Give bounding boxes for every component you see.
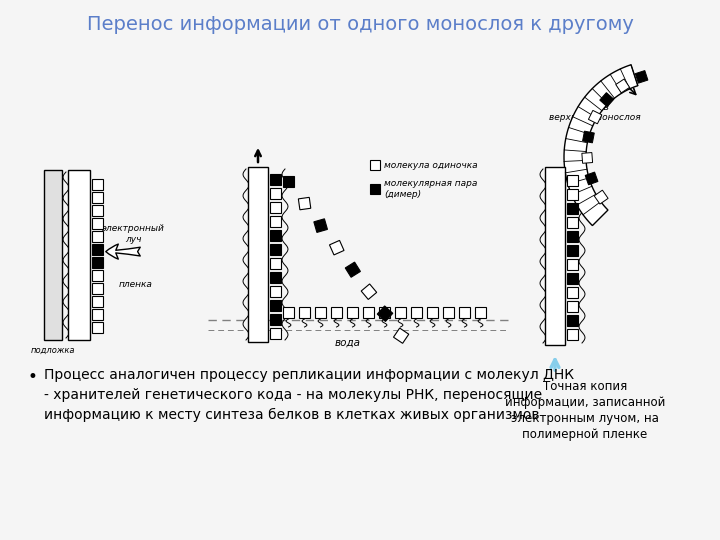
- Bar: [361, 284, 377, 300]
- Bar: [92, 192, 103, 203]
- Bar: [92, 179, 103, 190]
- Text: •: •: [28, 368, 38, 386]
- Bar: [582, 131, 594, 143]
- Polygon shape: [564, 65, 638, 226]
- Bar: [567, 301, 578, 312]
- Bar: [346, 262, 361, 277]
- Bar: [270, 314, 281, 325]
- Bar: [567, 245, 578, 256]
- Bar: [567, 273, 578, 284]
- Bar: [330, 240, 344, 255]
- Bar: [270, 173, 281, 185]
- Bar: [567, 203, 578, 214]
- Bar: [248, 167, 268, 342]
- Bar: [270, 258, 281, 268]
- Bar: [270, 327, 281, 339]
- Text: отрыв
верхнего монослоя: отрыв верхнего монослоя: [549, 103, 641, 122]
- Bar: [363, 307, 374, 318]
- Bar: [370, 184, 380, 194]
- Text: Точная копия
информации, записанной
электронным лучом, на
полимерной пленке: Точная копия информации, записанной элек…: [505, 380, 665, 441]
- Bar: [314, 219, 328, 232]
- Bar: [394, 328, 409, 343]
- Bar: [283, 176, 294, 187]
- Bar: [92, 270, 103, 281]
- Bar: [331, 307, 342, 318]
- Bar: [567, 231, 578, 242]
- Bar: [582, 153, 593, 163]
- Bar: [270, 272, 281, 282]
- Bar: [92, 296, 103, 307]
- Bar: [299, 307, 310, 318]
- Bar: [270, 230, 281, 240]
- Bar: [92, 257, 103, 268]
- Bar: [92, 309, 103, 320]
- Bar: [567, 315, 578, 326]
- Bar: [635, 71, 648, 83]
- Text: подложка: подложка: [31, 346, 76, 355]
- Bar: [379, 307, 390, 318]
- Bar: [567, 329, 578, 340]
- Bar: [411, 307, 422, 318]
- Bar: [92, 205, 103, 216]
- Bar: [616, 79, 629, 93]
- Bar: [567, 259, 578, 270]
- Bar: [427, 307, 438, 318]
- Bar: [92, 244, 103, 255]
- Bar: [443, 307, 454, 318]
- Text: молекула одиночка: молекула одиночка: [384, 160, 477, 170]
- Text: Перенос информации от одного монослоя к другому: Перенос информации от одного монослоя к …: [86, 15, 634, 34]
- Bar: [600, 93, 614, 107]
- Bar: [567, 189, 578, 200]
- Bar: [588, 110, 602, 124]
- Bar: [567, 217, 578, 228]
- Bar: [92, 231, 103, 242]
- Bar: [298, 197, 311, 210]
- Bar: [459, 307, 470, 318]
- Bar: [270, 244, 281, 254]
- Text: Процесс аналогичен процессу репликации информации с молекул ДНК: Процесс аналогичен процессу репликации и…: [44, 368, 574, 382]
- Bar: [594, 190, 608, 204]
- Bar: [283, 307, 294, 318]
- Bar: [347, 307, 358, 318]
- Bar: [44, 170, 62, 340]
- Bar: [377, 306, 393, 321]
- Bar: [370, 160, 380, 170]
- Bar: [92, 283, 103, 294]
- Bar: [270, 215, 281, 226]
- Text: информацию к месту синтеза белков в клетках живых организмов: информацию к месту синтеза белков в клет…: [44, 408, 539, 422]
- Bar: [270, 300, 281, 310]
- Bar: [395, 307, 406, 318]
- Bar: [567, 175, 578, 186]
- Text: вода: вода: [335, 338, 361, 348]
- Bar: [92, 218, 103, 229]
- Bar: [585, 172, 598, 185]
- Text: молекулярная пара
(димер): молекулярная пара (димер): [384, 179, 477, 199]
- Bar: [567, 287, 578, 298]
- Text: пленка: пленка: [119, 280, 153, 288]
- Bar: [545, 167, 565, 345]
- Bar: [92, 322, 103, 333]
- Bar: [475, 307, 486, 318]
- Text: электронный
луч: электронный луч: [102, 224, 164, 244]
- Bar: [68, 170, 90, 340]
- Text: - хранителей генетического кода - на молекулы РНК, переносящие: - хранителей генетического кода - на мол…: [44, 388, 542, 402]
- Bar: [315, 307, 326, 318]
- Bar: [270, 286, 281, 296]
- Bar: [270, 201, 281, 213]
- Bar: [270, 187, 281, 199]
